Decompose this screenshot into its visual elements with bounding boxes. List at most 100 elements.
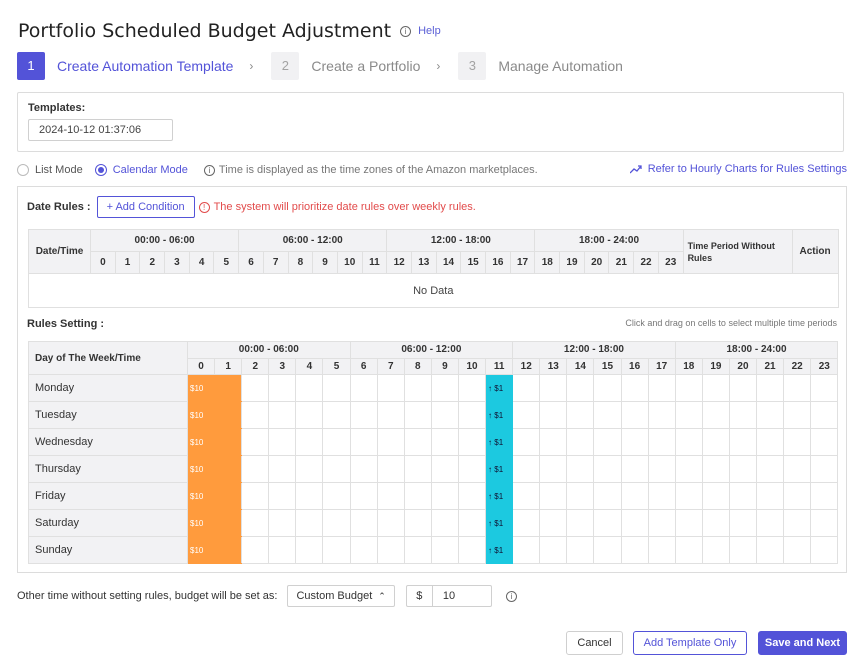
time-slot-cell[interactable] <box>810 455 839 483</box>
time-slot-cell[interactable] <box>701 536 730 564</box>
time-slot-cell[interactable] <box>457 428 487 456</box>
time-slot-cell[interactable] <box>241 428 270 456</box>
time-slot-cell[interactable] <box>512 482 541 510</box>
time-slot-cell[interactable] <box>241 374 270 402</box>
time-slot-cell[interactable] <box>349 374 378 402</box>
time-slot-cell[interactable] <box>728 428 758 456</box>
time-slot-cell[interactable] <box>701 428 730 456</box>
time-slot-cell[interactable] <box>647 455 676 483</box>
time-slot-cell[interactable] <box>457 401 487 429</box>
time-slot-cell[interactable] <box>457 482 487 510</box>
time-slot-cell[interactable] <box>593 482 622 510</box>
time-slot-cell[interactable] <box>376 536 405 564</box>
time-slot-cell[interactable] <box>593 455 622 483</box>
time-slot-cell[interactable] <box>457 509 487 537</box>
time-slot-cell[interactable] <box>457 536 487 564</box>
time-slot-cell[interactable] <box>593 536 622 564</box>
time-slot-cell[interactable] <box>756 401 785 429</box>
time-slot-cell[interactable] <box>701 509 730 537</box>
time-slot-cell[interactable] <box>674 455 703 483</box>
time-slot-cell[interactable] <box>756 509 785 537</box>
time-slot-cell[interactable] <box>268 401 297 429</box>
save-and-next-button[interactable]: Save and Next <box>758 631 847 655</box>
budget-rule-cell[interactable] <box>214 509 243 537</box>
time-slot-cell[interactable] <box>539 455 568 483</box>
calendar-mode-radio[interactable] <box>94 164 107 176</box>
time-slot-cell[interactable] <box>728 482 758 510</box>
time-slot-cell[interactable] <box>674 536 703 564</box>
time-slot-cell[interactable] <box>322 401 351 429</box>
time-slot-cell[interactable] <box>647 509 676 537</box>
time-slot-cell[interactable] <box>810 482 839 510</box>
time-slot-cell[interactable] <box>512 401 541 429</box>
template-name-input[interactable]: 2024-10-12 01:37:06 <box>28 119 173 141</box>
time-slot-cell[interactable] <box>430 455 459 483</box>
time-slot-cell[interactable] <box>647 374 676 402</box>
budget-rule-cell[interactable]: $10 <box>186 509 216 537</box>
time-slot-cell[interactable] <box>457 455 487 483</box>
time-slot-cell[interactable] <box>268 536 297 564</box>
time-slot-cell[interactable] <box>295 455 324 483</box>
time-slot-cell[interactable] <box>403 536 432 564</box>
time-slot-cell[interactable] <box>241 536 270 564</box>
time-slot-cell[interactable] <box>783 374 812 402</box>
time-slot-cell[interactable] <box>620 455 649 483</box>
time-slot-cell[interactable] <box>268 455 297 483</box>
time-slot-cell[interactable] <box>728 374 758 402</box>
time-slot-cell[interactable] <box>376 428 405 456</box>
time-slot-cell[interactable] <box>268 482 297 510</box>
time-slot-cell[interactable] <box>728 536 758 564</box>
time-slot-cell[interactable] <box>593 401 622 429</box>
time-slot-cell[interactable] <box>349 509 378 537</box>
time-slot-cell[interactable] <box>701 401 730 429</box>
time-slot-cell[interactable] <box>620 401 649 429</box>
budget-rule-cell[interactable]: $10 <box>186 482 216 510</box>
time-slot-cell[interactable] <box>728 509 758 537</box>
time-slot-cell[interactable] <box>349 428 378 456</box>
time-slot-cell[interactable] <box>241 455 270 483</box>
time-slot-cell[interactable] <box>512 536 541 564</box>
budget-increase-cell[interactable]: ↑ $1 <box>485 401 514 429</box>
budget-increase-cell[interactable]: ↑ $1 <box>485 428 514 456</box>
time-slot-cell[interactable] <box>756 455 785 483</box>
time-slot-cell[interactable] <box>322 536 351 564</box>
time-slot-cell[interactable] <box>783 509 812 537</box>
time-slot-cell[interactable] <box>810 509 839 537</box>
time-slot-cell[interactable] <box>295 374 324 402</box>
time-slot-cell[interactable] <box>322 509 351 537</box>
time-slot-cell[interactable] <box>403 482 432 510</box>
time-slot-cell[interactable] <box>756 482 785 510</box>
budget-rule-cell[interactable] <box>214 428 243 456</box>
time-slot-cell[interactable] <box>783 482 812 510</box>
budget-increase-cell[interactable]: ↑ $1 <box>485 374 514 402</box>
time-slot-cell[interactable] <box>430 428 459 456</box>
time-slot-cell[interactable] <box>241 482 270 510</box>
time-slot-cell[interactable] <box>566 455 595 483</box>
time-slot-cell[interactable] <box>620 509 649 537</box>
cancel-button[interactable]: Cancel <box>566 631 623 655</box>
step-1-label[interactable]: Create Automation Template <box>57 58 234 74</box>
add-template-only-button[interactable]: Add Template Only <box>633 631 747 655</box>
help-link[interactable]: Help <box>418 25 441 37</box>
budget-increase-cell[interactable]: ↑ $1 <box>485 482 514 510</box>
time-slot-cell[interactable] <box>295 536 324 564</box>
time-slot-cell[interactable] <box>295 401 324 429</box>
time-slot-cell[interactable] <box>322 482 351 510</box>
time-slot-cell[interactable] <box>403 455 432 483</box>
time-slot-cell[interactable] <box>566 428 595 456</box>
time-slot-cell[interactable] <box>539 401 568 429</box>
time-slot-cell[interactable] <box>403 509 432 537</box>
time-slot-cell[interactable] <box>756 428 785 456</box>
time-slot-cell[interactable] <box>295 509 324 537</box>
time-slot-cell[interactable] <box>268 374 297 402</box>
step-3-label[interactable]: Manage Automation <box>498 58 623 74</box>
time-slot-cell[interactable] <box>810 374 839 402</box>
time-slot-cell[interactable] <box>756 374 785 402</box>
time-slot-cell[interactable] <box>403 374 432 402</box>
time-slot-cell[interactable] <box>512 455 541 483</box>
time-slot-cell[interactable] <box>539 428 568 456</box>
time-slot-cell[interactable] <box>349 401 378 429</box>
time-slot-cell[interactable] <box>674 374 703 402</box>
time-slot-cell[interactable] <box>430 374 459 402</box>
time-slot-cell[interactable] <box>268 428 297 456</box>
